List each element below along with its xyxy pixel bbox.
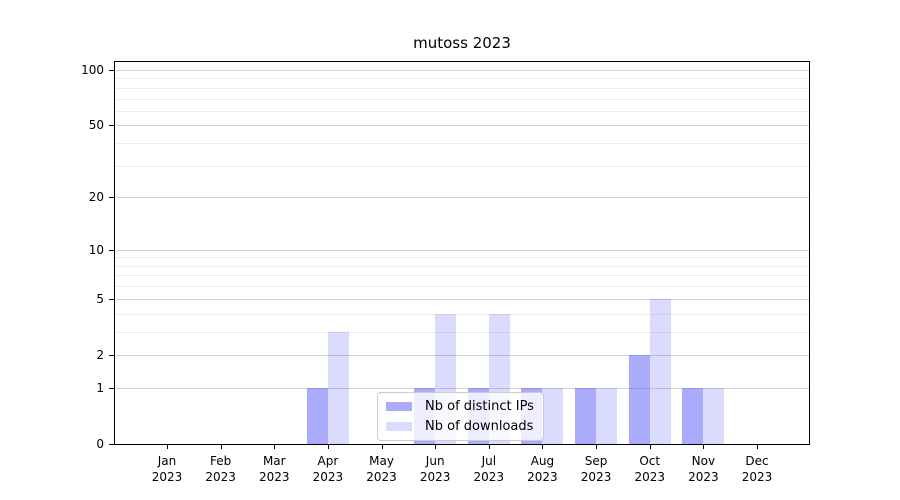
bar-downloads xyxy=(542,387,564,444)
legend-swatch-distinct-ips xyxy=(386,402,412,411)
y-tick-label: 10 xyxy=(88,242,104,257)
x-tick xyxy=(488,445,490,449)
legend-item: Nb of downloads xyxy=(386,419,534,434)
x-tick xyxy=(220,445,222,449)
y-tick xyxy=(109,70,114,71)
x-tick xyxy=(756,445,758,449)
y-tick-label: 0 xyxy=(96,437,104,451)
x-tick-label: Jun 2023 xyxy=(419,454,451,484)
legend: Nb of distinct IPs Nb of downloads xyxy=(377,392,544,441)
x-tick-label: Oct 2023 xyxy=(634,454,665,484)
gridline-major xyxy=(115,387,809,389)
x-tick-label: Mar 2023 xyxy=(258,454,290,484)
bar-distinct-ips xyxy=(575,387,597,444)
gridline-minor xyxy=(115,275,809,277)
bar-downloads xyxy=(327,331,349,444)
x-tick xyxy=(274,445,276,449)
y-tick-label: 50 xyxy=(88,118,104,133)
gridline-minor xyxy=(115,143,809,145)
y-tick xyxy=(109,125,114,127)
gridline-minor xyxy=(115,331,809,333)
x-tick-label: Apr 2023 xyxy=(312,454,344,484)
y-tick-label: 1 xyxy=(96,380,104,395)
x-tick xyxy=(167,445,168,449)
gridline-minor xyxy=(115,286,809,288)
x-tick xyxy=(703,445,705,449)
gridline-major xyxy=(115,70,809,71)
x-tick xyxy=(435,445,437,449)
y-tick-label: 2 xyxy=(96,347,104,362)
bar-downloads xyxy=(649,298,671,444)
gridline-minor xyxy=(115,98,809,100)
y-tick xyxy=(109,444,114,445)
gridline-minor xyxy=(115,313,809,315)
x-tick xyxy=(649,445,651,449)
gridline-minor xyxy=(115,78,809,80)
bar-distinct-ips xyxy=(682,387,704,444)
x-tick-label: Nov 2023 xyxy=(688,454,719,484)
y-tick-label: 100 xyxy=(81,63,104,77)
gridline-minor xyxy=(115,87,809,89)
gridline-major xyxy=(115,298,809,300)
y-tick-label: 5 xyxy=(96,291,104,306)
x-tick-label: Dec 2023 xyxy=(741,454,773,484)
x-tick xyxy=(327,445,329,449)
y-tick xyxy=(109,249,114,251)
y-tick-label: 20 xyxy=(88,190,104,205)
x-tick-label: Jul 2023 xyxy=(473,454,505,484)
bar-downloads xyxy=(596,387,618,444)
gridline-minor xyxy=(115,110,809,112)
x-tick-label: Sep 2023 xyxy=(580,454,612,484)
x-tick-label: Aug 2023 xyxy=(527,454,558,484)
gridline-major xyxy=(115,197,809,199)
gridline-minor xyxy=(115,165,809,167)
x-tick-label: Feb 2023 xyxy=(205,454,236,484)
gridline-minor xyxy=(115,257,809,259)
gridline-major xyxy=(115,354,809,356)
x-tick xyxy=(596,445,598,449)
chart-title: mutoss 2023 xyxy=(413,34,511,52)
gridline-major xyxy=(115,249,809,251)
x-tick xyxy=(381,445,383,449)
bar-downloads xyxy=(703,387,725,444)
x-tick-label: May 2023 xyxy=(366,454,397,484)
y-tick xyxy=(109,197,114,199)
y-tick xyxy=(109,354,114,356)
bar-distinct-ips xyxy=(628,354,650,444)
legend-label: Nb of downloads xyxy=(425,419,534,434)
gridline-major xyxy=(115,125,809,127)
legend-swatch-downloads xyxy=(386,422,412,431)
y-tick xyxy=(109,387,114,389)
x-tick-label: Jan 2023 xyxy=(151,454,183,484)
legend-item: Nb of distinct IPs xyxy=(386,399,534,414)
gridline-minor xyxy=(115,265,809,267)
x-tick xyxy=(542,445,544,449)
legend-label: Nb of distinct IPs xyxy=(425,399,534,414)
y-tick xyxy=(109,298,114,300)
bar-distinct-ips xyxy=(306,387,328,444)
